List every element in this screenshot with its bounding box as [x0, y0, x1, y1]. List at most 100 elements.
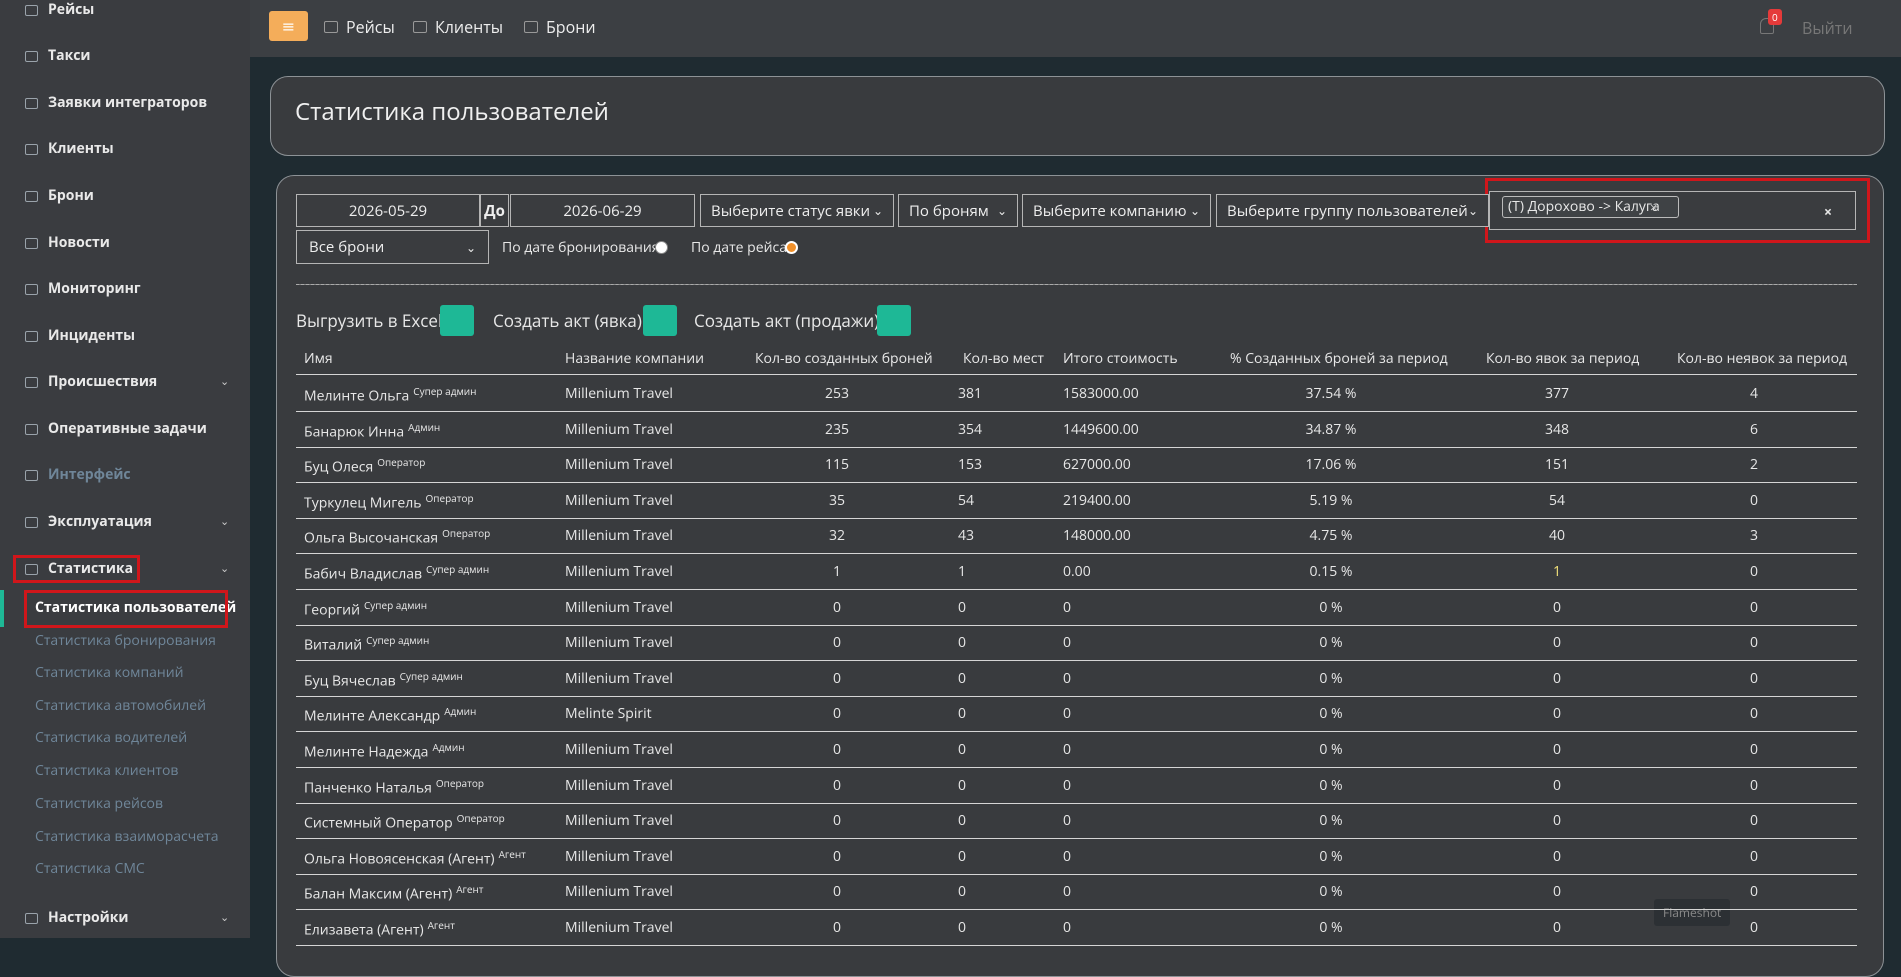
main-card: [276, 175, 1884, 977]
sidebar-item[interactable]: Рейсы: [25, 0, 94, 20]
nav-link[interactable]: Рейсы: [346, 16, 395, 38]
date-to[interactable]: 2026-06-29: [510, 194, 695, 227]
label: Мониторинг: [48, 279, 141, 298]
cell: 253: [824, 384, 849, 403]
cell: 4.75 %: [1309, 526, 1353, 546]
nav-link[interactable]: Клиенты: [435, 16, 504, 38]
sidebar-subitem[interactable]: Статистика автомобилей: [35, 696, 207, 715]
role: Админ: [444, 704, 477, 719]
clear[interactable]: ×: [1824, 203, 1833, 222]
cell: 0 %: [1319, 846, 1343, 866]
radio-label[interactable]: По дате рейса: [691, 238, 787, 257]
tag-remove[interactable]: ×: [1650, 198, 1658, 216]
cell: 0: [1749, 882, 1758, 902]
cell: 0: [1552, 775, 1561, 795]
label: Такси: [48, 46, 91, 65]
logout[interactable]: Выйти: [1802, 17, 1853, 39]
cell: 0: [1063, 704, 1072, 724]
cell: Millenium Travel: [565, 811, 673, 831]
cell: Millenium Travel: [565, 633, 673, 653]
sidebar-item[interactable]: Происшествия: [25, 372, 157, 392]
sidebar-item[interactable]: Эксплуатация: [25, 512, 152, 532]
cell: 0 %: [1319, 597, 1343, 617]
sidebar-subitem[interactable]: Статистика взаиморасчета: [35, 827, 219, 846]
caret: ⌄: [872, 202, 883, 219]
nav-icon: [324, 21, 338, 33]
cell-name: Панченко Наталья Оператор: [304, 775, 484, 798]
icon: [25, 376, 38, 388]
radio[interactable]: [785, 241, 798, 254]
select[interactable]: Выберите компанию ⌄: [1022, 194, 1211, 227]
nav-link[interactable]: Брони: [546, 16, 596, 38]
cell: 235: [824, 419, 849, 439]
cell: 0 %: [1319, 633, 1343, 653]
cell: 3: [1749, 526, 1758, 546]
sidebar-item[interactable]: Статистика: [25, 559, 133, 579]
sidebar-item[interactable]: Настройки: [25, 908, 128, 928]
radio-label[interactable]: По дате бронирования: [502, 238, 660, 257]
sidebar-item[interactable]: Оперативные задачи: [25, 419, 207, 439]
cell-name: Бабич Владислав Супер админ: [304, 562, 490, 584]
select[interactable]: По броням ⌄: [898, 194, 1018, 227]
sidebar-item[interactable]: Новости: [25, 233, 110, 253]
to-label[interactable]: До: [480, 194, 509, 227]
select[interactable]: Выберите статус явки ⌄: [700, 194, 894, 227]
cell: Millenium Travel: [565, 740, 673, 759]
role: Супер админ: [366, 633, 430, 648]
chevron: ⌄: [220, 374, 230, 389]
action-button[interactable]: [440, 305, 474, 336]
cell: 0: [1749, 633, 1758, 653]
sidebar-item[interactable]: Клиенты: [25, 139, 114, 159]
icon: [25, 190, 38, 202]
table-header: Название компании: [565, 349, 704, 368]
row-rule: [296, 624, 1857, 626]
nav-icon: [413, 21, 427, 33]
action-button[interactable]: [643, 305, 677, 336]
sidebar-subitem[interactable]: Статистика пользователей: [35, 598, 237, 617]
bell[interactable]: [1760, 18, 1774, 34]
sidebar-subitem[interactable]: Статистика СМС: [35, 859, 145, 878]
menu-button[interactable]: ≡: [269, 11, 308, 41]
sidebar-subitem[interactable]: Статистика водителей: [35, 728, 188, 747]
label: Интерфейс: [48, 465, 131, 484]
nav-icon: [524, 21, 538, 33]
role: Оператор: [442, 526, 491, 541]
cell: 0: [958, 633, 967, 653]
cell: 153: [958, 455, 983, 475]
radio[interactable]: [655, 241, 668, 254]
sidebar-item[interactable]: Заявки интеграторов: [25, 93, 207, 113]
cell: Millenium Travel: [565, 526, 673, 546]
cell: 0: [832, 740, 841, 759]
icon: [25, 143, 38, 155]
table-header: Кол-во явок за период: [1486, 349, 1640, 368]
sidebar-subitem[interactable]: Статистика бронирования: [35, 631, 216, 650]
action-label: Создать акт (продажи): [694, 309, 880, 332]
sidebar-subitem[interactable]: Статистика компаний: [35, 663, 184, 682]
cell: 54: [958, 490, 975, 510]
icon: [25, 912, 38, 924]
cell: 0: [1552, 704, 1561, 724]
sidebar-item[interactable]: Инциденты: [25, 326, 135, 346]
sidebar-subitem[interactable]: Статистика рейсов: [35, 794, 164, 813]
table-header: % Созданных броней за период: [1230, 349, 1448, 368]
role: Агент: [498, 846, 526, 861]
sidebar-item[interactable]: Мониторинг: [25, 279, 141, 299]
icon: [25, 237, 38, 249]
select[interactable]: Все брони ⌄: [296, 230, 489, 264]
cell: 0: [832, 846, 841, 866]
select[interactable]: Выберите группу пользователей ⌄: [1216, 194, 1489, 227]
sidebar-subitem[interactable]: Статистика клиентов: [35, 761, 179, 780]
sidebar-item[interactable]: Брони: [25, 186, 94, 206]
cell-name: Банарюк Инна Админ: [304, 419, 441, 442]
cell-name: Буц Вячеслав Супер админ: [304, 668, 463, 691]
sidebar-item[interactable]: Интерфейс: [25, 465, 131, 485]
cell-name: Ольга Новоясенская (Агент) Агент: [304, 846, 526, 869]
cell: 0: [1749, 704, 1758, 724]
cell: 0: [1749, 740, 1758, 759]
action-button[interactable]: [877, 305, 911, 336]
cell-name: Балан Максим (Агент) Агент: [304, 882, 484, 905]
sidebar-item[interactable]: Такси: [25, 46, 91, 66]
cell: 0: [1749, 846, 1758, 866]
cell-name: Георгий Супер админ: [304, 597, 428, 620]
date-from[interactable]: 2026-05-29: [296, 194, 480, 227]
